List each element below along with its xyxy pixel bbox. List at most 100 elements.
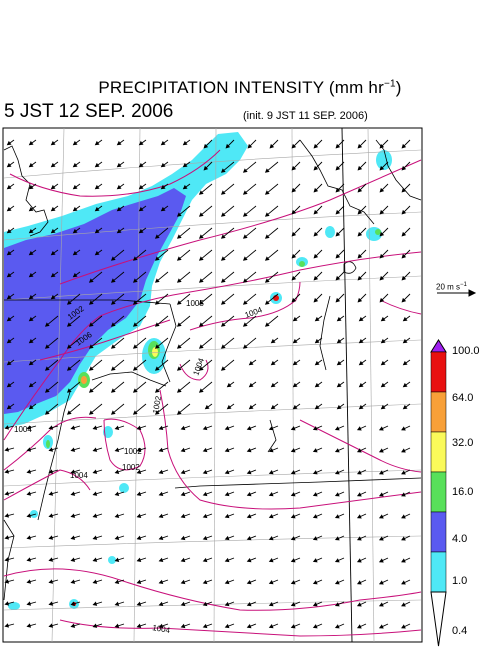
- wind-vector-head: [176, 256, 182, 261]
- colorbar-label: 1.0: [452, 575, 468, 587]
- wind-vector-head: [70, 491, 76, 496]
- wind-vector-head: [246, 513, 252, 519]
- wind-vector-head: [401, 470, 406, 475]
- wind-vector-head: [4, 535, 10, 540]
- wind-vector-head: [314, 404, 320, 410]
- wind-vector-head: [291, 187, 297, 193]
- wind-vector-head: [378, 492, 384, 497]
- wind-vector-head: [378, 426, 384, 431]
- wind-vector-head: [4, 557, 10, 562]
- wind-vector-head: [202, 447, 208, 453]
- wind-vector-head: [132, 344, 138, 349]
- wind-vector-head: [6, 294, 12, 300]
- precip-patch: [119, 483, 129, 493]
- isobar: [59, 159, 422, 285]
- wind-vector-head: [334, 580, 340, 585]
- isobar-label: 1002: [124, 447, 142, 456]
- wind-vector-head: [44, 388, 50, 393]
- wind-vector-head: [220, 190, 226, 195]
- wind-vector-head: [270, 404, 276, 410]
- wind-vector-head: [268, 492, 274, 497]
- wind-vector-head: [66, 366, 72, 371]
- wind-vector-head: [312, 492, 318, 497]
- colorbar-label: 100.0: [452, 345, 480, 357]
- wind-vector-head: [176, 344, 182, 349]
- wind-vector-head: [356, 448, 362, 453]
- wind-vector-head: [246, 557, 252, 563]
- wind-vector-head: [246, 623, 252, 629]
- wind-vector-head: [334, 492, 340, 497]
- wind-vector-head: [378, 470, 384, 475]
- wind-vector-head: [268, 624, 274, 629]
- wind-vector-head: [138, 140, 144, 146]
- wind-vector-head: [72, 184, 78, 190]
- wind-vector-head: [356, 558, 362, 563]
- wind-vector-head: [198, 278, 204, 283]
- wind-vector-head: [224, 579, 230, 585]
- wind-vector-head: [110, 410, 116, 415]
- wind-vector-head: [264, 322, 270, 327]
- coastline: [91, 371, 167, 387]
- wind-vector-head: [28, 316, 34, 322]
- wind-vector-head: [132, 366, 138, 371]
- wind-vector-head: [136, 579, 142, 584]
- wind-vector-head: [356, 470, 362, 475]
- wind-vector-head: [154, 278, 160, 283]
- wind-vector-head: [358, 404, 364, 410]
- wind-vector-head: [92, 491, 98, 496]
- wind-vector-head: [224, 425, 230, 431]
- wind-vector-head: [72, 206, 78, 212]
- isobar: [379, 299, 422, 315]
- wind-vector-head: [110, 322, 116, 327]
- wind-vector-head: [28, 338, 34, 344]
- colorbar-label: 0.4: [452, 625, 468, 637]
- wind-vector-head: [158, 601, 164, 607]
- wind-vector-head: [248, 404, 254, 410]
- wind-vector-head: [4, 469, 10, 474]
- wind-vector-head: [242, 168, 248, 173]
- wind-vector-head: [246, 425, 252, 431]
- coastline: [161, 303, 177, 383]
- precip-cell: [299, 261, 305, 267]
- wind-vector-head: [401, 624, 406, 629]
- wind-vector-head: [154, 366, 160, 371]
- wind-vector-head: [94, 206, 100, 212]
- isobar: [179, 359, 209, 381]
- wind-vector-head: [176, 366, 182, 371]
- wind-vector-head: [357, 297, 363, 303]
- wind-vector-head: [401, 209, 407, 215]
- wind-vector-head: [6, 184, 12, 190]
- colorbar-over-triangle: [430, 339, 447, 353]
- wind-vector-head: [70, 513, 76, 518]
- wind-vector-head: [312, 426, 318, 431]
- precip-cell: [375, 229, 381, 235]
- wind-vector-head: [264, 256, 270, 261]
- wind-vector-head: [72, 228, 78, 234]
- wind-vector-head: [270, 382, 276, 388]
- wind-vector-head: [356, 580, 362, 585]
- wind-vector-head: [224, 513, 230, 519]
- colorbar-segment: [430, 511, 447, 553]
- wind-vector-head: [358, 338, 364, 344]
- wind-vector-head: [26, 623, 32, 628]
- precip-patch: [204, 142, 224, 154]
- wind-vector-head: [110, 300, 116, 305]
- wind-vector-head: [378, 448, 384, 453]
- wind-vector-head: [88, 322, 94, 327]
- wind-vector-head: [224, 469, 230, 475]
- wind-vector-head: [132, 410, 138, 415]
- wind-vector-head: [292, 382, 298, 388]
- wind-vector-head: [70, 623, 76, 628]
- wind-vector-head: [116, 184, 122, 190]
- wind-vector-head: [292, 404, 298, 410]
- wind-vector-head: [154, 256, 160, 261]
- wind-vector-head: [136, 425, 142, 430]
- colorbar-segment: [430, 431, 447, 473]
- wind-vector-head: [180, 447, 186, 453]
- isobar: [299, 419, 422, 473]
- wind-vector-head: [26, 557, 32, 562]
- coastline-layer: [3, 127, 422, 643]
- wind-vector-head: [291, 165, 297, 171]
- wind-vector-head: [88, 388, 94, 393]
- wind-vector-head: [290, 536, 296, 541]
